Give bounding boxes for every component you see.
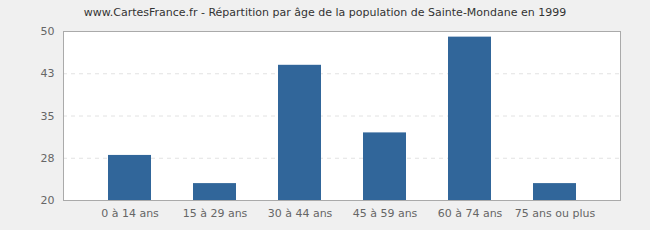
svg-text:28: 28: [41, 152, 55, 165]
svg-text:30 à 44 ans: 30 à 44 ans: [268, 207, 333, 220]
svg-text:75 ans ou plus: 75 ans ou plus: [515, 207, 596, 220]
svg-text:0 à 14 ans: 0 à 14 ans: [101, 207, 159, 220]
svg-text:43: 43: [41, 67, 55, 80]
svg-text:20: 20: [41, 194, 55, 207]
svg-text:15 à 29 ans: 15 à 29 ans: [183, 207, 248, 220]
svg-text:35: 35: [41, 110, 55, 123]
svg-text:60 à 74 ans: 60 à 74 ans: [438, 207, 503, 220]
svg-text:45 à 59 ans: 45 à 59 ans: [353, 207, 418, 220]
html-text:www.CartesFrance.fr - Répartit: www.CartesFrance.fr - Répartition par âg…: [83, 6, 567, 19]
svg-text:50: 50: [41, 25, 55, 38]
